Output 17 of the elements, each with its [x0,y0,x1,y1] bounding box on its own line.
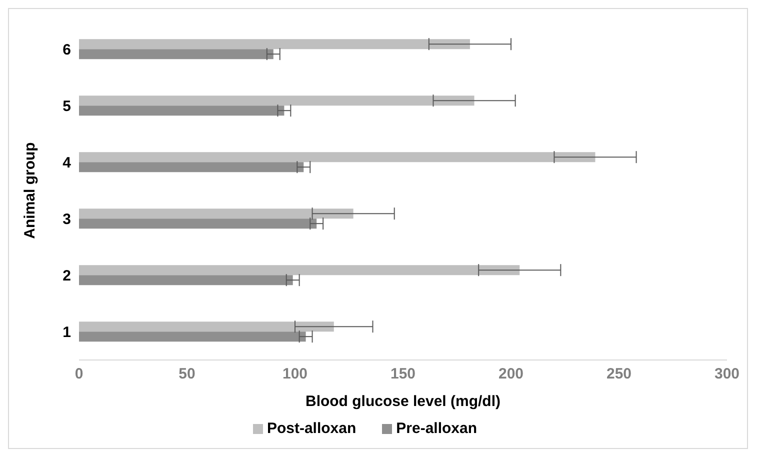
y-tick-label: 5 [62,98,71,116]
x-tick-label: 50 [178,366,196,383]
y-axis-title: Animal group [21,142,38,239]
x-tick-label: 250 [606,366,632,383]
y-tick-label: 4 [62,154,72,172]
x-tick-label: 200 [498,366,524,383]
y-tick-label: 2 [62,268,71,285]
x-tick-label: 300 [714,366,740,383]
legend-label: Pre-alloxan [396,420,478,437]
y-tick-label: 3 [62,211,71,228]
x-tick-label: 150 [390,366,416,383]
y-tick-label: 1 [62,324,71,342]
x-tick-label: 100 [282,366,308,383]
legend-label: Post-alloxan [266,420,356,437]
y-tick-label: 6 [62,42,71,59]
x-axis-title: Blood glucose level (mg/dl) [305,393,501,410]
x-tick-label: 0 [74,366,84,383]
